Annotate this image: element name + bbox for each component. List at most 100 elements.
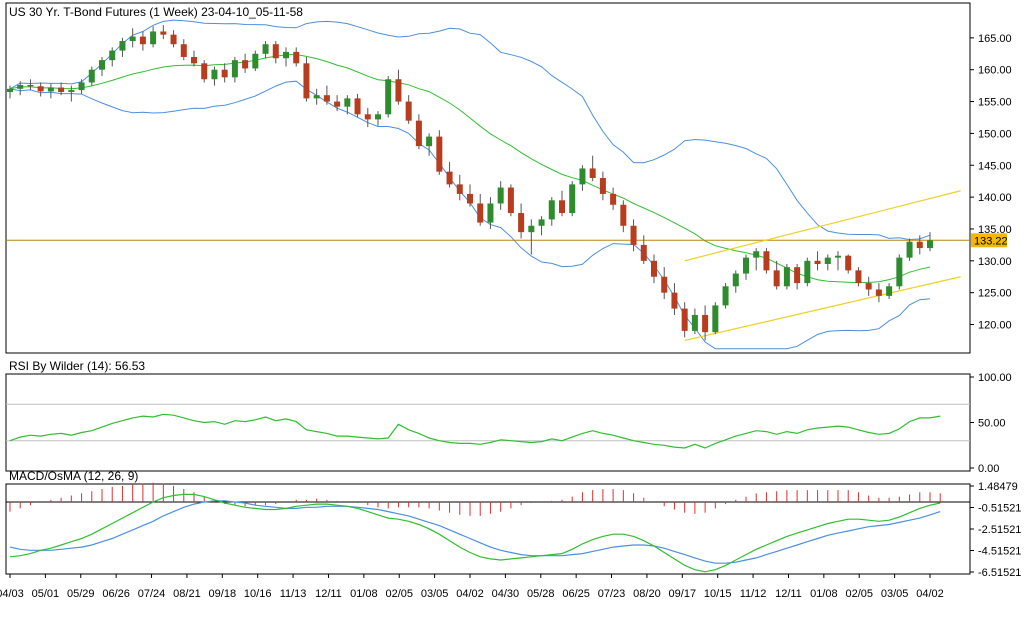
candle-body (681, 308, 688, 331)
candle-body (569, 184, 576, 214)
price-axis-label: 150.00 (978, 128, 1012, 140)
macd-layer (6, 482, 970, 573)
x-axis-label: 05/01 (32, 588, 60, 600)
candle-body (201, 63, 208, 80)
candle-body (344, 98, 351, 107)
rsi-axis-label: 50.00 (978, 418, 1006, 430)
macd-axis-label: -0.51521 (978, 503, 1021, 515)
candle-body (610, 193, 617, 205)
candle-body (293, 51, 300, 64)
x-axis-label: 01/08 (810, 588, 838, 600)
candle-body (487, 203, 494, 223)
candle-body (119, 41, 126, 51)
candle-body (599, 178, 606, 194)
candle-body (865, 283, 872, 290)
candle-body (507, 187, 514, 214)
x-axis-label: 04/02 (456, 588, 484, 600)
x-axis-label: 09/18 (209, 588, 237, 600)
current-price-label: 133.22 (974, 235, 1008, 247)
candle-body (334, 101, 341, 107)
candle-body (906, 241, 913, 258)
channel-lower-line (684, 276, 961, 342)
price-panel-frame (5, 2, 971, 354)
candle-body (88, 69, 95, 83)
x-axis-label: 02/05 (845, 588, 873, 600)
candle-body (303, 63, 310, 99)
price-layer (6, 19, 970, 350)
x-axis-label: 11/12 (740, 588, 767, 600)
candle-body (180, 44, 187, 57)
candle-body (78, 82, 85, 91)
candle-body (671, 292, 678, 309)
candle-body (385, 79, 392, 115)
candle-body (712, 305, 719, 333)
candle-body (916, 241, 923, 249)
candle-body (548, 200, 555, 220)
candle-body (538, 219, 545, 226)
candle-body (722, 286, 729, 306)
candle-body (927, 240, 933, 249)
candle-body (691, 314, 698, 331)
candle-body (242, 60, 249, 69)
x-axis-label: 01/08 (350, 588, 378, 600)
candle-body (272, 44, 279, 59)
price-axis-label: 165.00 (978, 33, 1012, 45)
candle-body (99, 60, 105, 70)
candle-body (17, 84, 24, 89)
candle-body (58, 87, 65, 92)
candle-body (630, 225, 637, 245)
candle-body (405, 101, 412, 121)
price-axis-label: 125.00 (978, 288, 1012, 300)
candle-body (139, 36, 146, 45)
candle-body (415, 120, 422, 147)
x-axis-label: 06/25 (562, 588, 590, 600)
x-axis-label: 03/05 (881, 588, 909, 600)
candle-body (47, 87, 54, 92)
candle-body (231, 60, 238, 78)
candle-body (477, 203, 484, 223)
macd-axis-label: -4.51521 (978, 546, 1021, 558)
candle-body (27, 84, 34, 87)
candle-body (875, 289, 882, 296)
x-axis-label: 10/15 (704, 588, 732, 600)
candle-body (773, 270, 780, 287)
candle-body (886, 286, 893, 296)
candle-body (313, 95, 320, 99)
channel-upper-line (684, 190, 961, 262)
candle-body (518, 213, 525, 233)
candle-body (37, 86, 44, 92)
candle-body (528, 225, 535, 233)
candle-body (835, 255, 841, 258)
x-axis-label: 05/29 (67, 588, 95, 600)
price-axis-label: 135.00 (978, 224, 1012, 236)
candle-body (456, 184, 463, 194)
candle-body (640, 244, 647, 261)
rsi-axis-label: 100.00 (978, 372, 1012, 384)
x-axis-label: 05/28 (527, 588, 555, 600)
candle-body (702, 314, 709, 333)
candle-body (743, 257, 749, 274)
candle-body (262, 44, 269, 54)
candle-body (68, 90, 75, 92)
candle-body (7, 88, 13, 92)
x-axis-label: 07/23 (598, 588, 626, 600)
price-axis-label: 140.00 (978, 192, 1012, 204)
rsi-axis-label: 0.00 (978, 463, 999, 475)
candle-body (855, 270, 862, 284)
candle-body (364, 114, 371, 120)
price-axis-label: 145.00 (978, 160, 1012, 172)
x-axis-label: 03/05 (421, 588, 449, 600)
candle-body (395, 79, 402, 102)
x-axis-label: 09/17 (669, 588, 697, 600)
x-axis-label: 04/30 (492, 588, 520, 600)
macd-axis-label: -6.51521 (978, 567, 1021, 579)
x-axis-label: 12/11 (775, 588, 802, 600)
candle-body (589, 168, 596, 178)
candle-body (150, 31, 157, 45)
candle-body (579, 168, 586, 185)
candle-body (354, 98, 361, 115)
candle-body (323, 95, 330, 102)
candle-body (191, 56, 197, 64)
candle-body (170, 34, 177, 45)
